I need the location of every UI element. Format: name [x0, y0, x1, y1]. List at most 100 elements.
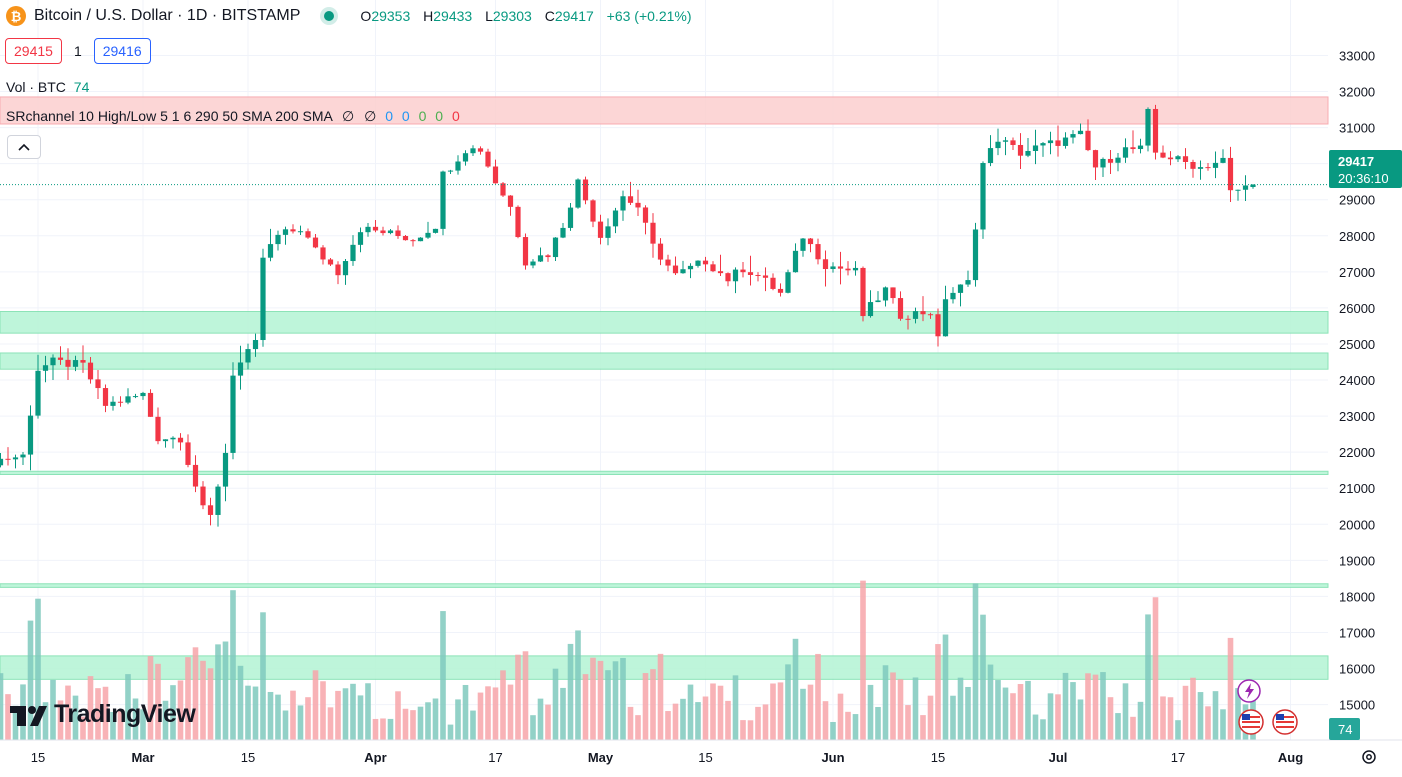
- candle-body: [312, 237, 319, 248]
- y-axis: 15000 16000 17000 18000 19000 20000 21000 22000…: [1339, 48, 1375, 712]
- volume-bar: [50, 679, 56, 740]
- candle-body: [335, 264, 341, 276]
- volume-bar: [237, 665, 244, 740]
- volume-bar: [1160, 696, 1166, 740]
- volume-bar: [455, 699, 461, 740]
- candle-body: [65, 359, 71, 367]
- collapse-legend-button[interactable]: [7, 135, 41, 159]
- candle-body: [845, 268, 851, 271]
- volume-bar: [1010, 693, 1016, 740]
- candle-body: [215, 486, 221, 515]
- tradingview-logo[interactable]: TradingView: [10, 700, 196, 729]
- volume-bar: [1100, 672, 1106, 740]
- candle-body: [42, 365, 49, 371]
- candle-body: [927, 314, 934, 316]
- candle-body: [0, 458, 4, 466]
- volume-bar: [12, 705, 19, 740]
- candle-body: [417, 237, 424, 242]
- volume-bar: [395, 691, 401, 740]
- volume-bar: [980, 614, 986, 740]
- volume-bar: [567, 643, 574, 740]
- volume-bar: [27, 620, 34, 740]
- candle-body: [1122, 147, 1129, 158]
- volume-bar: [492, 687, 499, 740]
- volume-bar: [350, 683, 356, 740]
- candle-body: [500, 183, 506, 196]
- volume-bar: [1182, 685, 1189, 740]
- candle-body: [1145, 108, 1151, 146]
- candle-body: [1182, 156, 1189, 162]
- volume-bar: [1092, 674, 1099, 740]
- volume-bar: [627, 706, 634, 740]
- candle-body: [710, 264, 716, 272]
- volume-bar: [387, 718, 394, 740]
- candle-body: [170, 437, 176, 440]
- resistance-zone: [0, 96, 1329, 125]
- volume-legend[interactable]: Vol · BTC 74: [6, 79, 89, 95]
- volume-bar: [672, 703, 679, 740]
- candle-body: [1152, 108, 1159, 153]
- candle-body: [372, 226, 379, 231]
- sell-button[interactable]: 29415: [5, 38, 62, 64]
- candle-body: [695, 260, 701, 266]
- volume-bar: [1032, 714, 1039, 740]
- volume-bar: [500, 670, 506, 740]
- candle-body: [590, 200, 596, 222]
- last-price-tag: 29417 20:36:10: [1329, 150, 1402, 188]
- candle-body: [1032, 145, 1039, 151]
- volume-bar: [327, 707, 334, 740]
- srchannel-legend[interactable]: SRchannel 10 High/Low 5 1 6 290 50 SMA 2…: [6, 108, 460, 125]
- y-tick-label: 20000: [1339, 517, 1375, 532]
- candle-body: [980, 163, 986, 230]
- y-tick-label: 19000: [1339, 553, 1375, 568]
- volume-bar: [5, 694, 11, 740]
- candle-body: [515, 206, 521, 238]
- volume-bar: [1145, 614, 1151, 740]
- volume-bar: [425, 702, 431, 740]
- volume-bar: [125, 674, 131, 740]
- volume-bar: [192, 647, 199, 740]
- candle-body: [1115, 157, 1121, 163]
- volume-bar: [815, 653, 821, 740]
- candle-body: [642, 207, 649, 223]
- candle-body: [1025, 150, 1031, 156]
- x-tick-label: 17: [488, 750, 502, 765]
- us-flag-icon[interactable]: [1272, 709, 1298, 735]
- volume-bar: [72, 695, 79, 740]
- volume-bar: [702, 696, 709, 740]
- symbol-title[interactable]: Bitcoin / U.S. Dollar · 1D · BITSTAMP: [34, 7, 301, 24]
- candle-body: [462, 153, 469, 162]
- support-zone: [0, 655, 1329, 680]
- y-tick-label: 23000: [1339, 409, 1375, 424]
- market-status-icon[interactable]: [324, 11, 335, 21]
- candle-body: [27, 415, 34, 455]
- volume-bar: [620, 657, 626, 740]
- volume-bar: [657, 653, 664, 740]
- volume-bar: [650, 669, 656, 740]
- volume-bar: [920, 715, 926, 740]
- volume-bar: [845, 711, 851, 740]
- srchannel-empty-value: ∅: [342, 108, 355, 124]
- candle-body: [807, 238, 814, 245]
- lightning-icon[interactable]: [1237, 679, 1261, 703]
- candle-body: [665, 259, 671, 266]
- symbol-legend[interactable]: ₿ Bitcoin / U.S. Dollar · 1D · BITSTAMP …: [6, 6, 692, 26]
- volume-bar: [1115, 713, 1121, 740]
- buy-button[interactable]: 29416: [93, 38, 151, 64]
- volume-bar: [1047, 693, 1054, 740]
- us-flag-icon[interactable]: [1238, 709, 1264, 735]
- volume-bar: [680, 698, 686, 740]
- candle-body: [537, 255, 544, 262]
- volume-bar: [830, 721, 836, 740]
- volume-bar: [1040, 719, 1046, 740]
- candle-body: [80, 360, 86, 363]
- candle-body: [852, 267, 859, 271]
- srchannel-value: 0: [418, 108, 427, 124]
- volume-bar: [755, 706, 761, 740]
- candle-body: [1010, 140, 1016, 145]
- gear-icon[interactable]: [1360, 748, 1378, 766]
- candle-body: [627, 196, 634, 203]
- x-tick-label: 15: [931, 750, 945, 765]
- volume-bar: [320, 681, 326, 740]
